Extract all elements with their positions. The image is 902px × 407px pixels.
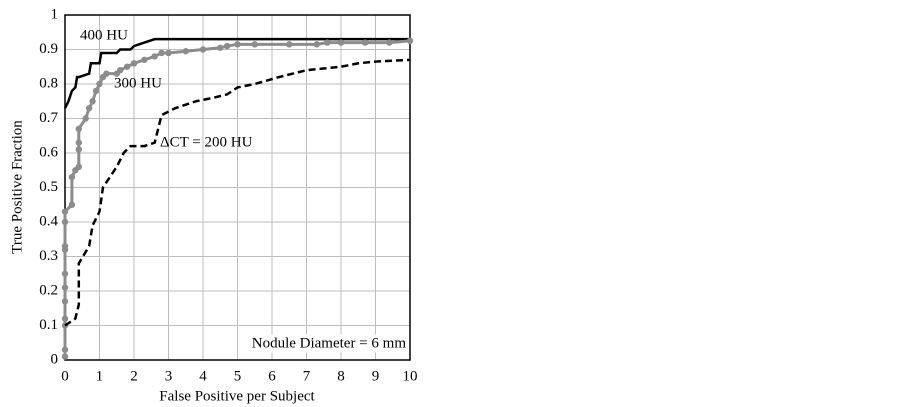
data-point — [386, 39, 393, 46]
data-point — [61, 284, 69, 291]
series-line — [64, 58, 411, 327]
x-tick-label: 7 — [303, 368, 311, 384]
y-tick-label: 0.4 — [39, 213, 58, 229]
annotation: Nodule Diameter = 6 mm — [252, 335, 407, 351]
y-tick-label: 0.7 — [39, 110, 58, 126]
data-point — [82, 115, 89, 122]
data-point — [61, 270, 69, 277]
x-tick-label: 4 — [199, 368, 207, 384]
data-point — [361, 39, 369, 46]
y-axis-label: True Positive Fraction — [9, 120, 25, 254]
x-tick-label: 6 — [268, 368, 276, 384]
series-label: 300 HU — [114, 75, 162, 91]
data-point — [89, 98, 96, 105]
x-tick-label: 10 — [403, 368, 418, 384]
data-point — [75, 163, 83, 170]
series-line — [63, 37, 410, 109]
data-point — [75, 146, 83, 153]
data-point — [61, 353, 69, 360]
data-point — [130, 60, 138, 67]
annotation-background — [248, 334, 409, 353]
x-tick-label: 9 — [372, 368, 380, 384]
x-tick-label: 2 — [130, 368, 138, 384]
data-point — [337, 39, 345, 46]
data-point — [324, 39, 331, 46]
data-point — [251, 41, 258, 48]
x-tick-label: 0 — [61, 368, 69, 384]
data-point — [75, 125, 83, 133]
x-tick-label: 1 — [96, 368, 104, 384]
data-point — [165, 49, 172, 57]
data-point — [61, 242, 69, 250]
x-axis-label: False Positive per Subject — [159, 388, 315, 404]
data-point — [61, 208, 69, 215]
y-tick-label: 0.6 — [39, 144, 58, 160]
y-tick-label: 0.9 — [39, 41, 58, 57]
plot-frame — [64, 14, 411, 361]
data-point — [68, 201, 76, 208]
data-point — [223, 42, 231, 50]
data-point — [92, 87, 100, 95]
data-point — [61, 298, 69, 305]
x-tick-label: 3 — [165, 368, 173, 384]
y-tick-label: 1 — [51, 6, 59, 22]
data-point — [151, 53, 158, 60]
data-point — [68, 173, 76, 181]
data-point — [75, 139, 83, 146]
data-point — [286, 41, 293, 48]
data-point — [217, 44, 224, 51]
x-tick-label: 5 — [234, 368, 242, 384]
data-point — [158, 49, 165, 57]
data-point — [123, 63, 131, 70]
y-tick-label: 0.3 — [39, 248, 58, 264]
data-point — [61, 346, 69, 353]
data-point — [103, 70, 110, 77]
data-point — [406, 37, 414, 45]
data-point — [61, 315, 69, 322]
data-point — [182, 48, 189, 55]
data-point — [61, 218, 69, 226]
y-tick-label: 0 — [51, 351, 59, 367]
series-label: 400 HU — [80, 27, 128, 43]
y-tick-label: 0.1 — [39, 317, 58, 333]
data-point — [85, 104, 93, 112]
data-point — [313, 41, 321, 48]
x-tick-label: 8 — [337, 368, 345, 384]
y-tick-label: 0.5 — [39, 179, 58, 195]
y-tick-label: 0.2 — [39, 282, 58, 298]
data-point — [141, 56, 148, 64]
y-tick-label: 0.8 — [39, 75, 58, 91]
data-point — [234, 41, 241, 48]
data-point — [117, 67, 124, 74]
data-point — [96, 80, 103, 88]
series-label: ΔCT = 200 HU — [160, 134, 253, 150]
data-point — [199, 46, 207, 53]
